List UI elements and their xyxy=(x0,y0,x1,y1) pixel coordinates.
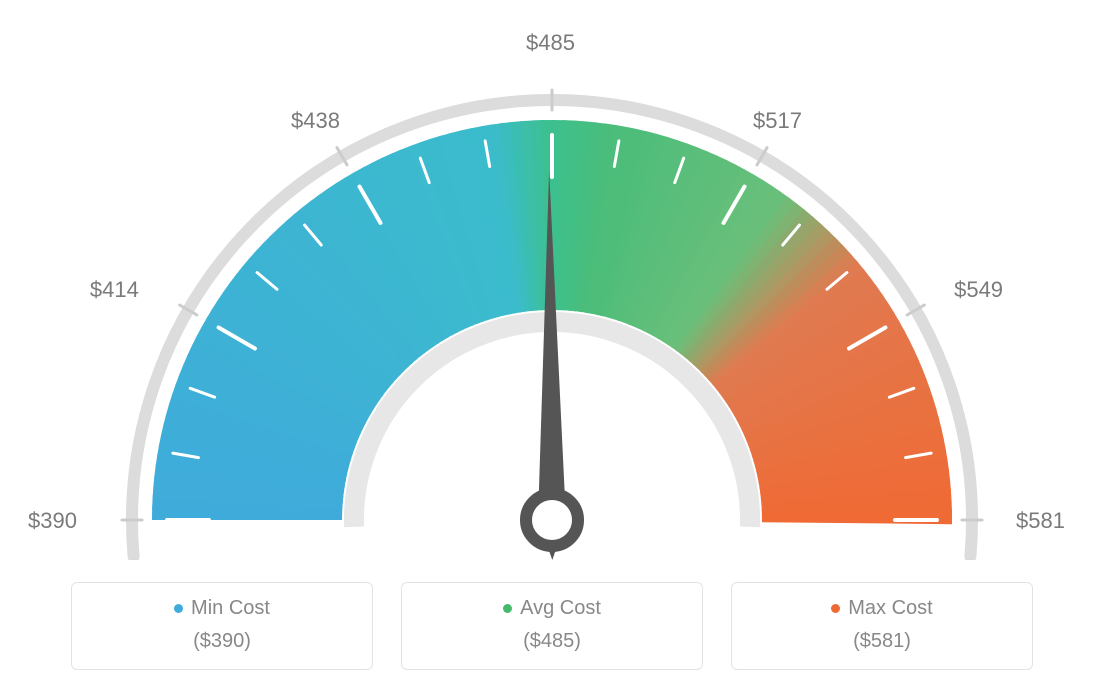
scale-label: $438 xyxy=(291,108,340,134)
scale-label: $581 xyxy=(1016,508,1065,534)
legend-max-title: Max Cost xyxy=(831,597,932,620)
legend-min-value: ($390) xyxy=(72,630,372,653)
scale-label: $414 xyxy=(90,277,139,303)
gauge-svg xyxy=(0,0,1104,560)
dot-icon xyxy=(503,604,512,613)
scale-label: $517 xyxy=(753,108,802,134)
scale-label: $390 xyxy=(28,508,77,534)
legend-max-value: ($581) xyxy=(732,630,1032,653)
legend-min-label: Min Cost xyxy=(191,597,270,620)
cost-gauge-chart: $390 $414 $438 $485 $517 $549 $581 Min Cost ($… xyxy=(0,0,1104,690)
legend-avg-title: Avg Cost xyxy=(503,597,601,620)
legend-avg-value: ($485) xyxy=(402,630,702,653)
legend-card-max: Max Cost ($581) xyxy=(731,582,1033,670)
legend-min-title: Min Cost xyxy=(174,597,270,620)
legend-max-label: Max Cost xyxy=(848,597,932,620)
legend-card-avg: Avg Cost ($485) xyxy=(401,582,703,670)
gauge-area: $390 $414 $438 $485 $517 $549 $581 xyxy=(0,0,1104,560)
legend-avg-label: Avg Cost xyxy=(520,597,601,620)
legend-row: Min Cost ($390) Avg Cost ($485) Max Cost… xyxy=(0,582,1104,670)
dot-icon xyxy=(831,604,840,613)
legend-card-min: Min Cost ($390) xyxy=(71,582,373,670)
scale-label: $549 xyxy=(954,277,1003,303)
scale-label: $485 xyxy=(526,30,575,56)
dot-icon xyxy=(174,604,183,613)
